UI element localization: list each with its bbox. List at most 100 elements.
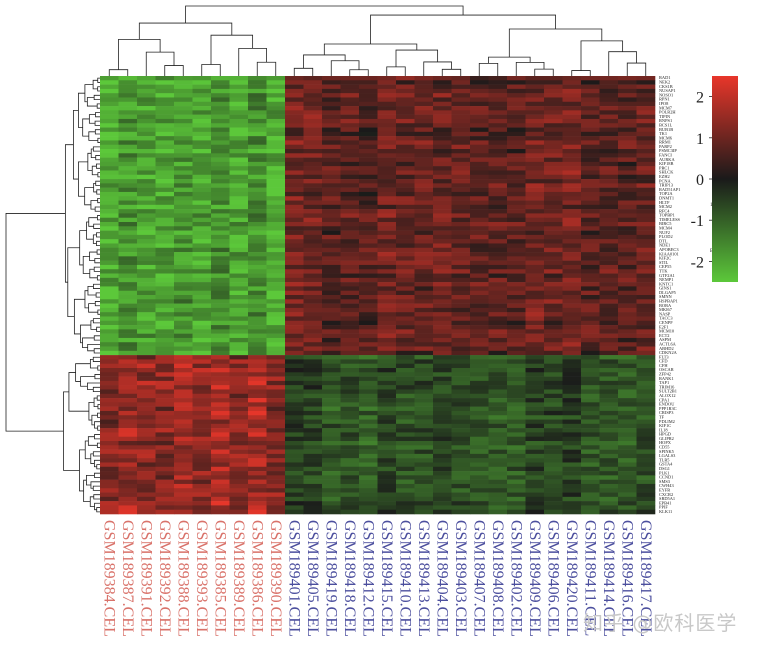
- column-label: GSM189408.CEL: [489, 520, 506, 637]
- heatmap-cell: [451, 273, 471, 279]
- heatmap-cell: [155, 252, 175, 257]
- heatmap-cell: [248, 445, 267, 450]
- heatmap-cell: [562, 260, 582, 266]
- heatmap-cell: [155, 166, 175, 171]
- heatmap-cell: [396, 114, 415, 120]
- row-label: ABHD2: [659, 346, 674, 351]
- heatmap-cell: [488, 312, 508, 317]
- heatmap-cell: [192, 363, 212, 369]
- heatmap-cell: [470, 260, 489, 266]
- heatmap-cell: [211, 269, 230, 274]
- heatmap-cell: [137, 432, 156, 437]
- heatmap-cell: [396, 260, 415, 266]
- heatmap-cell: [137, 230, 156, 236]
- heatmap-cell: [377, 428, 397, 433]
- heatmap-cell: [192, 509, 212, 515]
- heatmap-cell: [562, 316, 582, 322]
- heatmap-cell: [414, 458, 434, 463]
- heatmap-cell: [174, 488, 193, 493]
- heatmap-cell: [525, 179, 545, 184]
- row-label: OSCAR: [659, 367, 674, 372]
- heatmap-cell: [192, 505, 212, 510]
- heatmap-cell: [581, 312, 600, 317]
- heatmap-cell: [340, 264, 360, 270]
- heatmap-cell: [562, 84, 582, 90]
- heatmap-cell: [618, 80, 637, 85]
- heatmap-cell: [303, 157, 323, 163]
- heatmap-cell: [266, 466, 286, 472]
- heatmap-cell: [599, 402, 619, 407]
- heatmap-cell: [174, 445, 193, 450]
- heatmap-cell: [451, 325, 471, 330]
- heatmap-cell: [414, 363, 434, 369]
- heatmap-cell: [118, 118, 138, 124]
- heatmap-cell: [544, 123, 563, 128]
- heatmap-cell: [562, 423, 582, 429]
- heatmap-cell: [562, 342, 582, 347]
- heatmap-cell: [470, 363, 489, 369]
- heatmap-cell: [433, 342, 452, 347]
- heatmap-cell: [211, 170, 230, 176]
- heatmap-cell: [359, 505, 378, 510]
- row-label: POLR2H: [659, 110, 676, 115]
- heatmap-cell: [451, 161, 471, 167]
- heatmap-cell: [155, 101, 175, 107]
- heatmap-cell: [359, 509, 378, 515]
- heatmap-cell: [396, 144, 415, 150]
- heatmap-cell: [599, 84, 619, 90]
- heatmap-cell: [137, 346, 156, 352]
- heatmap-cell: [118, 273, 138, 279]
- heatmap-cell: [470, 359, 489, 364]
- heatmap-cell: [433, 131, 452, 137]
- color-scale-legend: 210-1-2: [691, 76, 738, 282]
- heatmap-cell: [266, 316, 286, 322]
- heatmap-cell: [525, 166, 545, 171]
- row-label: CEP55: [659, 264, 672, 269]
- heatmap-cell: [636, 320, 656, 326]
- heatmap-cell: [174, 166, 193, 171]
- heatmap-cell: [636, 166, 656, 171]
- heatmap-cell: [174, 88, 193, 94]
- heatmap-cell: [322, 325, 341, 330]
- heatmap-cell: [396, 76, 415, 81]
- heatmap-cell: [322, 174, 341, 180]
- heatmap-cell: [562, 282, 582, 287]
- row-label: DSG1: [659, 466, 670, 471]
- heatmap-cell: [562, 445, 582, 450]
- heatmap-cell: [544, 136, 563, 141]
- heatmap-cell: [340, 226, 360, 231]
- heatmap-cell: [303, 217, 323, 223]
- heatmap-cell: [211, 97, 230, 103]
- heatmap-cell: [599, 428, 619, 433]
- heatmap-cell: [211, 471, 230, 476]
- heatmap-cell: [211, 222, 230, 227]
- heatmap-cell: [414, 290, 434, 296]
- heatmap-cell: [359, 286, 378, 291]
- heatmap-cell: [248, 307, 267, 313]
- heatmap-cell: [340, 80, 360, 85]
- heatmap-cell: [229, 410, 249, 416]
- heatmap-cell: [433, 462, 452, 468]
- heatmap-cell: [340, 303, 360, 309]
- heatmap-cell: [433, 230, 452, 236]
- heatmap-cell: [266, 449, 286, 455]
- heatmap-cell: [451, 393, 471, 399]
- heatmap-cell: [470, 136, 489, 141]
- heatmap-cell: [599, 247, 619, 253]
- heatmap-cell: [340, 380, 360, 386]
- heatmap-cell: [229, 131, 249, 137]
- heatmap-cell: [414, 428, 434, 433]
- heatmap-cell: [137, 256, 156, 261]
- heatmap-cell: [507, 174, 526, 180]
- heatmap-cell: [488, 307, 508, 313]
- heatmap-cell: [192, 462, 212, 468]
- heatmap-cell: [100, 389, 119, 395]
- heatmap-cell: [562, 114, 582, 120]
- heatmap-cell: [599, 140, 619, 145]
- heatmap-cell: [322, 187, 341, 193]
- heatmap-cell: [377, 226, 397, 231]
- heatmap-cell: [470, 183, 489, 188]
- heatmap-cell: [414, 299, 434, 304]
- heatmap-cell: [266, 389, 286, 395]
- heatmap-cell: [285, 316, 304, 322]
